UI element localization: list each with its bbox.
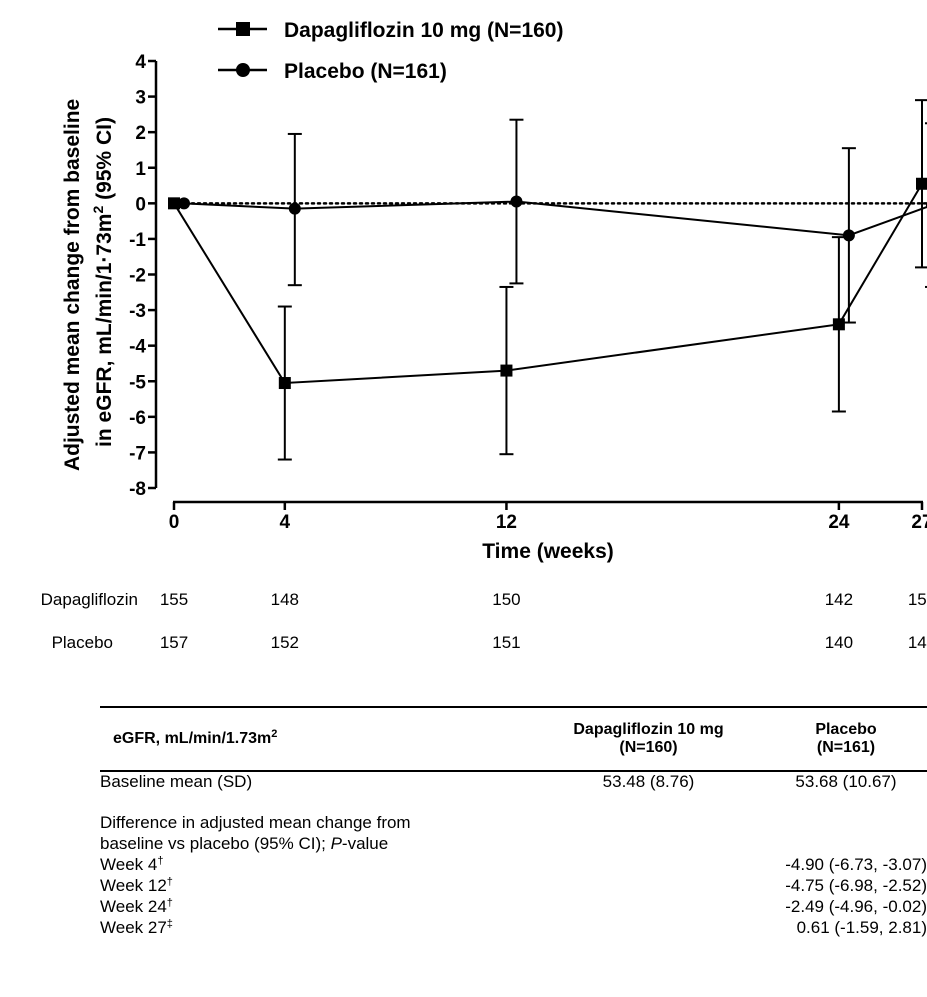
y-tick-label: 2 — [135, 123, 146, 144]
week-footnote-mark: ‡ — [166, 918, 173, 930]
week-label-text: Week 24 — [100, 897, 167, 916]
week-value: -2.49 (-4.96, -0.02) — [785, 897, 927, 916]
week-footnote-mark: † — [157, 855, 164, 867]
results-table: eGFR, mL/min/1.73m2 Dapagliflozin 10 mg(… — [100, 706, 927, 938]
y-tick-label: -2 — [129, 266, 146, 287]
y-tick-label: -3 — [129, 301, 146, 322]
at-risk-row-label: Placebo — [52, 633, 113, 652]
y-tick-label: -8 — [129, 479, 146, 500]
at-risk-value: 155 — [160, 590, 188, 609]
x-tick-label: 4 — [280, 512, 291, 533]
week-footnote-mark: † — [166, 897, 173, 909]
y-axis-title-line2a: in eGFR, mL/min/1·73m — [93, 214, 116, 447]
legend-marker-square — [236, 22, 250, 36]
y-axis-title-line2: in eGFR, mL/min/1·73m2 (95% CI) — [90, 117, 116, 447]
baseline-placebo: 53.68 (10.67) — [795, 772, 897, 791]
week-value: -4.90 (-6.73, -3.07) — [785, 855, 927, 874]
week-label-text: Week 27 — [100, 918, 167, 937]
y-axis-title-line1: Adjusted mean change from baseline — [61, 99, 84, 471]
table-row-week: Week 24† -2.49 (-4.96, -0.02) — [100, 896, 927, 917]
difference-heading-line2-post: -value — [341, 834, 389, 853]
x-axis-title: Time (weeks) — [482, 540, 614, 563]
difference-heading-p: P — [330, 834, 342, 853]
data-point-square — [168, 197, 180, 210]
at-risk-value: 150 — [908, 590, 927, 609]
difference-heading-line1: Difference in adjusted mean change from — [100, 813, 411, 832]
data-point-circle — [510, 195, 523, 208]
at-risk-value: 157 — [160, 633, 188, 652]
y-tick-label: -6 — [129, 408, 146, 429]
header-placebo-line1: Placebo — [815, 721, 877, 738]
at-risk-value: 140 — [825, 633, 853, 652]
x-tick-label: 12 — [496, 512, 517, 533]
legend-label: Placebo (N=161) — [284, 60, 447, 83]
week-label: Week 24† — [100, 896, 532, 917]
y-tick-label: 0 — [135, 194, 146, 215]
at-risk-value: 145 — [908, 633, 927, 652]
header-dapa-line1: Dapagliflozin 10 mg — [573, 721, 724, 738]
header-egfr-sup: 2 — [271, 728, 278, 740]
table-row-week: Week 12† -4.75 (-6.98, -2.52) — [100, 875, 927, 896]
at-risk-value: 151 — [492, 633, 520, 652]
week-label: Week 27‡ — [100, 917, 532, 938]
header-egfr-text: eGFR, mL/min/1.73m — [113, 730, 272, 747]
legend-marker-circle — [236, 63, 250, 77]
at-risk-row-label: Dapagliflozin — [41, 590, 138, 609]
y-tick-label: -5 — [129, 372, 146, 393]
series-placebo — [178, 118, 927, 324]
chart-series — [168, 99, 927, 461]
y-tick-label: 1 — [135, 159, 146, 180]
egfr-line-chart: 4 3 2 1 0 -1 -2 -3 -4 -5 -6 -7 -8 0 4 12 24 27 Dapagliflo… — [41, 19, 927, 652]
header-egfr: eGFR, mL/min/1.73m2 — [100, 707, 532, 771]
week-label: Week 12† — [100, 875, 532, 896]
at-risk-value: 152 — [271, 633, 299, 652]
at-risk-value: 148 — [271, 590, 299, 609]
data-point-circle — [288, 202, 301, 215]
header-placebo: Placebo (N=161) — [765, 707, 927, 771]
chart-axes: 4 3 2 1 0 -1 -2 -3 -4 -5 -6 -7 -8 0 4 12 24 27 — [129, 52, 927, 533]
data-point-circle — [842, 229, 855, 242]
y-tick-label: 3 — [135, 88, 146, 109]
baseline-label: Baseline mean (SD) — [100, 772, 253, 791]
header-dapagliflozin: Dapagliflozin 10 mg (N=160) — [532, 707, 765, 771]
legend-label: Dapagliflozin 10 mg (N=160) — [284, 19, 563, 42]
y-tick-label: -4 — [129, 337, 146, 358]
difference-heading-line2-pre: baseline vs placebo (95% CI); — [100, 834, 331, 853]
data-point-square — [500, 364, 513, 377]
table-header-row: eGFR, mL/min/1.73m2 Dapagliflozin 10 mg(… — [100, 707, 927, 771]
week-label: Week 4† — [100, 854, 532, 875]
week-value: 0.61 (-1.59, 2.81) — [796, 918, 927, 937]
x-tick-label: 27 — [911, 512, 927, 533]
table-row-week: Week 27‡ 0.61 (-1.59, 2.81) — [100, 917, 927, 938]
data-point-circle — [178, 197, 190, 210]
week-label-text: Week 12 — [100, 876, 167, 895]
header-placebo-line2: (N=161) — [816, 739, 876, 756]
y-axis-title: Adjusted mean change from baseline in eG… — [61, 93, 116, 471]
y-tick-label: 4 — [135, 52, 146, 73]
header-dapa-line2: (N=160) — [619, 739, 678, 756]
data-point-square — [832, 318, 845, 331]
baseline-dapagliflozin: 53.48 (8.76) — [602, 772, 695, 791]
x-tick-label: 0 — [169, 512, 180, 533]
week-value: -4.75 (-6.98, -2.52) — [785, 876, 927, 895]
week-footnote-mark: † — [166, 876, 173, 888]
difference-heading: Difference in adjusted mean change from … — [100, 812, 927, 854]
data-point-square — [278, 377, 291, 390]
series-line — [173, 183, 923, 385]
at-risk-value: 142 — [825, 590, 853, 609]
y-tick-label: -7 — [129, 443, 146, 464]
table-row-baseline: Baseline mean (SD) 53.48 (8.76) 53.68 (1… — [100, 771, 927, 812]
y-axis-title-sup: 2 — [90, 206, 106, 214]
chart-legend: Dapagliflozin 10 mg (N=160) Placebo (N=16… — [218, 19, 563, 83]
y-axis-title-line2b: (95% CI) — [93, 117, 116, 206]
week-label-text: Week 4 — [100, 855, 158, 874]
table-row-week: Week 4† -4.90 (-6.73, -3.07) — [100, 854, 927, 875]
x-tick-label: 24 — [828, 512, 850, 533]
series-dapagliflozin — [168, 99, 927, 461]
table-row-difference-heading: Difference in adjusted mean change from … — [100, 812, 927, 854]
at-risk-table: Dapagliflozin 155 148 150 142 150 Placebo 157 15… — [41, 590, 927, 652]
data-point-square — [916, 177, 927, 190]
at-risk-value: 150 — [492, 590, 520, 609]
y-tick-label: -1 — [129, 230, 146, 251]
